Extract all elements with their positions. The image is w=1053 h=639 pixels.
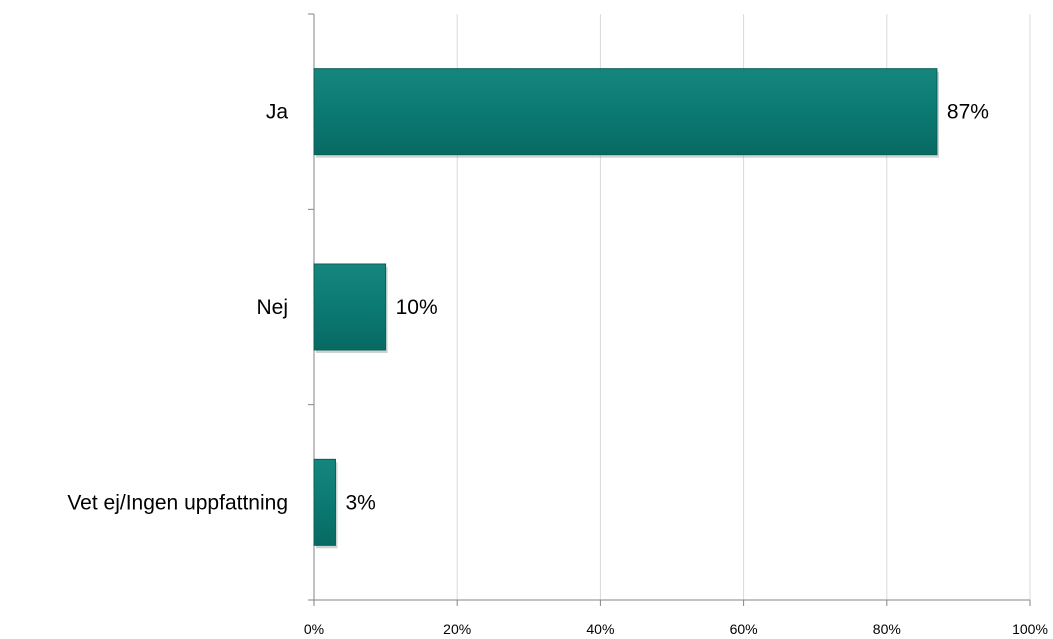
x-tick-label: 40% xyxy=(586,621,614,637)
x-tick-label: 80% xyxy=(873,621,901,637)
data-label: 10% xyxy=(396,296,438,319)
category-label: Nej xyxy=(256,296,288,319)
category-label: Vet ej/Ingen uppfattning xyxy=(67,491,288,514)
x-tick-label: 0% xyxy=(304,621,324,637)
x-tick-label: 60% xyxy=(730,621,758,637)
bar xyxy=(313,68,938,156)
x-tick-label: 20% xyxy=(443,621,471,637)
data-label: 3% xyxy=(345,491,375,514)
x-tick-label: 100% xyxy=(1012,621,1048,637)
category-label: Ja xyxy=(266,101,289,124)
bar xyxy=(313,263,387,351)
data-label: 87% xyxy=(947,101,989,124)
bar xyxy=(313,458,336,546)
labels: 0% 20% 40% 60% 80% 100% Ja 87% Nej 10% Vet ej/Inge… xyxy=(67,101,1048,637)
bars xyxy=(313,68,939,549)
